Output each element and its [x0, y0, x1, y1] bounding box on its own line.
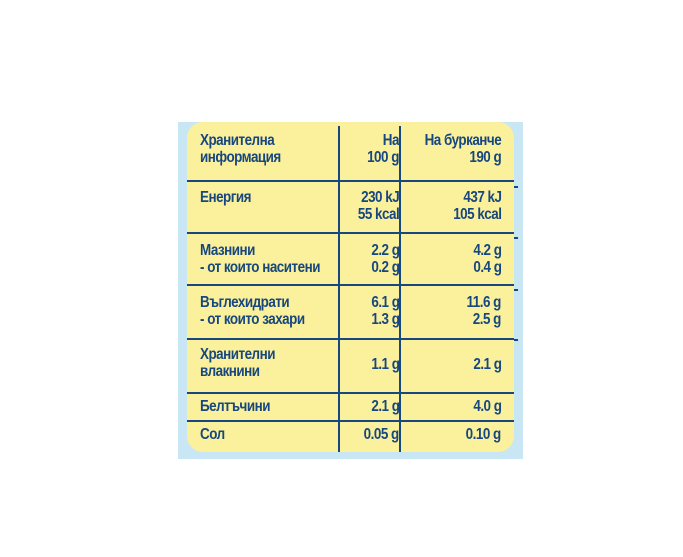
row-per100-cell: 1.1 g [370, 356, 400, 373]
row-perjar-line: 2.5 g [472, 311, 502, 328]
row-perjar-line: 105 kcal [452, 206, 502, 223]
row-perjar-line: 4.0 g [472, 398, 502, 415]
row-label-line: Енергия [200, 189, 251, 206]
row-perjar-cell: 4.2 g 0.4 g [472, 242, 502, 276]
row-label-cell: Мазнини - от които наситени [200, 242, 320, 276]
row-perjar-line: 437 kJ [462, 189, 502, 206]
row-label-line: влакнини [200, 363, 260, 380]
row-divider [187, 232, 514, 234]
row-perjar-line: 11.6 g [466, 294, 502, 311]
row-per100-line: 55 kcal [357, 206, 400, 223]
row-label-line: Мазнини [200, 242, 255, 259]
edge-tick [514, 289, 518, 291]
header-perjar-line-2: 190 g [469, 149, 501, 166]
row-per100-cell: 230 kJ 55 kcal [357, 189, 400, 223]
row-label-line: Белтъчини [200, 398, 270, 415]
row-divider [187, 284, 514, 286]
header-per100-line-2: 100 g [367, 149, 399, 166]
row-per100-line: 2.2 g [370, 242, 400, 259]
row-perjar-cell: 2.1 g [472, 356, 502, 373]
row-per100-line: 0.2 g [370, 259, 400, 276]
row-per100-line: 1.3 g [370, 311, 400, 328]
row-per100-line: 1.1 g [370, 356, 400, 373]
row-label-cell: Енергия [200, 189, 251, 206]
edge-tick [514, 237, 518, 239]
row-per100-cell: 0.05 g [363, 426, 400, 443]
row-divider [187, 338, 514, 340]
row-label-cell: Белтъчини [200, 398, 270, 415]
row-divider [187, 180, 514, 182]
row-per100-line: 230 kJ [360, 189, 400, 206]
row-per100-line: 0.05 g [363, 426, 400, 443]
row-per100-cell: 2.1 g [370, 398, 400, 415]
row-label-line: Хранителни [200, 346, 275, 363]
row-per100-cell: 2.2 g 0.2 g [370, 242, 400, 276]
row-perjar-cell: 11.6 g 2.5 g [466, 294, 502, 328]
header-label-line-2: информация [200, 149, 281, 166]
row-divider [187, 420, 514, 422]
header-perjar-cell: На бурканче 190 g [424, 132, 501, 166]
row-perjar-line: 2.1 g [472, 356, 502, 373]
header-label-line-1: Хранителна [200, 132, 275, 149]
row-label-cell: Въглехидрати - от които захари [200, 294, 305, 328]
header-perjar-line-1: На бурканче [424, 132, 501, 149]
row-label-line: - от които захари [200, 311, 305, 328]
row-perjar-cell: 0.10 g [465, 426, 502, 443]
row-perjar-line: 0.4 g [472, 259, 502, 276]
nutrition-table: Хранителна информация На 100 g На буркан… [187, 122, 514, 452]
row-per100-cell: 6.1 g 1.3 g [370, 294, 400, 328]
row-label-cell: Хранителни влакнини [200, 346, 275, 380]
column-divider-1 [338, 126, 340, 452]
header-label-cell: Хранителна информация [200, 132, 281, 166]
column-divider-2 [399, 126, 401, 452]
row-label-line: - от които наситени [200, 259, 320, 276]
row-per100-line: 6.1 g [370, 294, 400, 311]
row-per100-line: 2.1 g [370, 398, 400, 415]
row-divider [187, 392, 514, 394]
row-perjar-line: 4.2 g [472, 242, 502, 259]
row-label-line: Въглехидрати [200, 294, 290, 311]
row-perjar-cell: 4.0 g [472, 398, 502, 415]
header-per100-line-1: На [382, 132, 400, 149]
row-perjar-cell: 437 kJ 105 kcal [452, 189, 502, 223]
row-label-line: Сол [200, 426, 225, 443]
row-label-cell: Сол [200, 426, 225, 443]
header-per100-cell: На 100 g [367, 132, 399, 166]
edge-tick [514, 339, 518, 341]
edge-tick [514, 186, 518, 188]
row-perjar-line: 0.10 g [465, 426, 502, 443]
